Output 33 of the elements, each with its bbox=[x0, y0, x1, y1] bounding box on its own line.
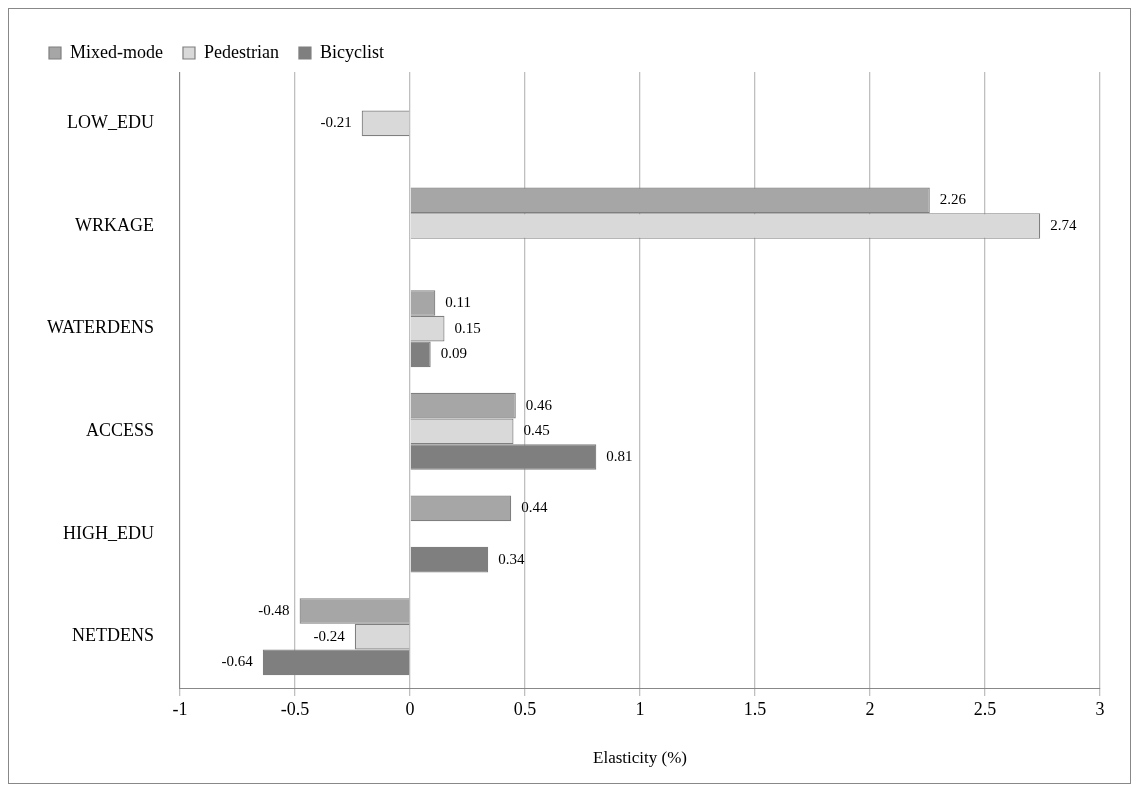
data-label: 0.09 bbox=[440, 345, 467, 362]
data-label: 2.74 bbox=[1050, 216, 1077, 233]
x-tick-label: 0.5 bbox=[513, 698, 537, 719]
x-tick-label: 3 bbox=[1095, 698, 1105, 719]
x-axis-title: Elasticity (%) bbox=[593, 748, 687, 768]
y-tick-label: WRKAGE bbox=[75, 214, 154, 235]
data-label: 0.44 bbox=[521, 499, 548, 516]
data-label: -0.21 bbox=[320, 114, 352, 131]
data-label: 0.34 bbox=[498, 550, 525, 567]
legend-label: Pedestrian bbox=[203, 41, 279, 62]
data-label: 0.45 bbox=[523, 422, 550, 439]
y-tick-label: LOW_EDU bbox=[67, 112, 154, 133]
y-tick-label: NETDENS bbox=[72, 625, 154, 646]
data-label: 2.26 bbox=[939, 191, 967, 208]
y-tick-label: WATERDENS bbox=[47, 317, 154, 338]
data-label: -0.64 bbox=[221, 653, 254, 670]
x-tick-label: -1 bbox=[172, 698, 188, 719]
data-label: 0.46 bbox=[525, 396, 553, 413]
x-tick-label: -0.5 bbox=[280, 698, 310, 719]
y-tick-label: HIGH_EDU bbox=[63, 522, 154, 543]
legend-label: Mixed-mode bbox=[70, 41, 163, 62]
x-tick-label: 1.5 bbox=[743, 698, 767, 719]
x-tick-label: 0 bbox=[405, 698, 415, 719]
x-tick-label: 2.5 bbox=[973, 698, 997, 719]
data-label: 0.81 bbox=[606, 447, 633, 464]
x-tick-label: 2 bbox=[865, 698, 875, 719]
legend-label: Bicyclist bbox=[319, 41, 384, 62]
y-tick-label: ACCESS bbox=[85, 420, 154, 441]
data-label: 0.11 bbox=[445, 293, 471, 310]
data-label: -0.48 bbox=[258, 601, 290, 618]
data-label: 0.15 bbox=[454, 319, 481, 336]
data-label: -0.24 bbox=[313, 627, 346, 644]
x-tick-label: 1 bbox=[635, 698, 645, 719]
